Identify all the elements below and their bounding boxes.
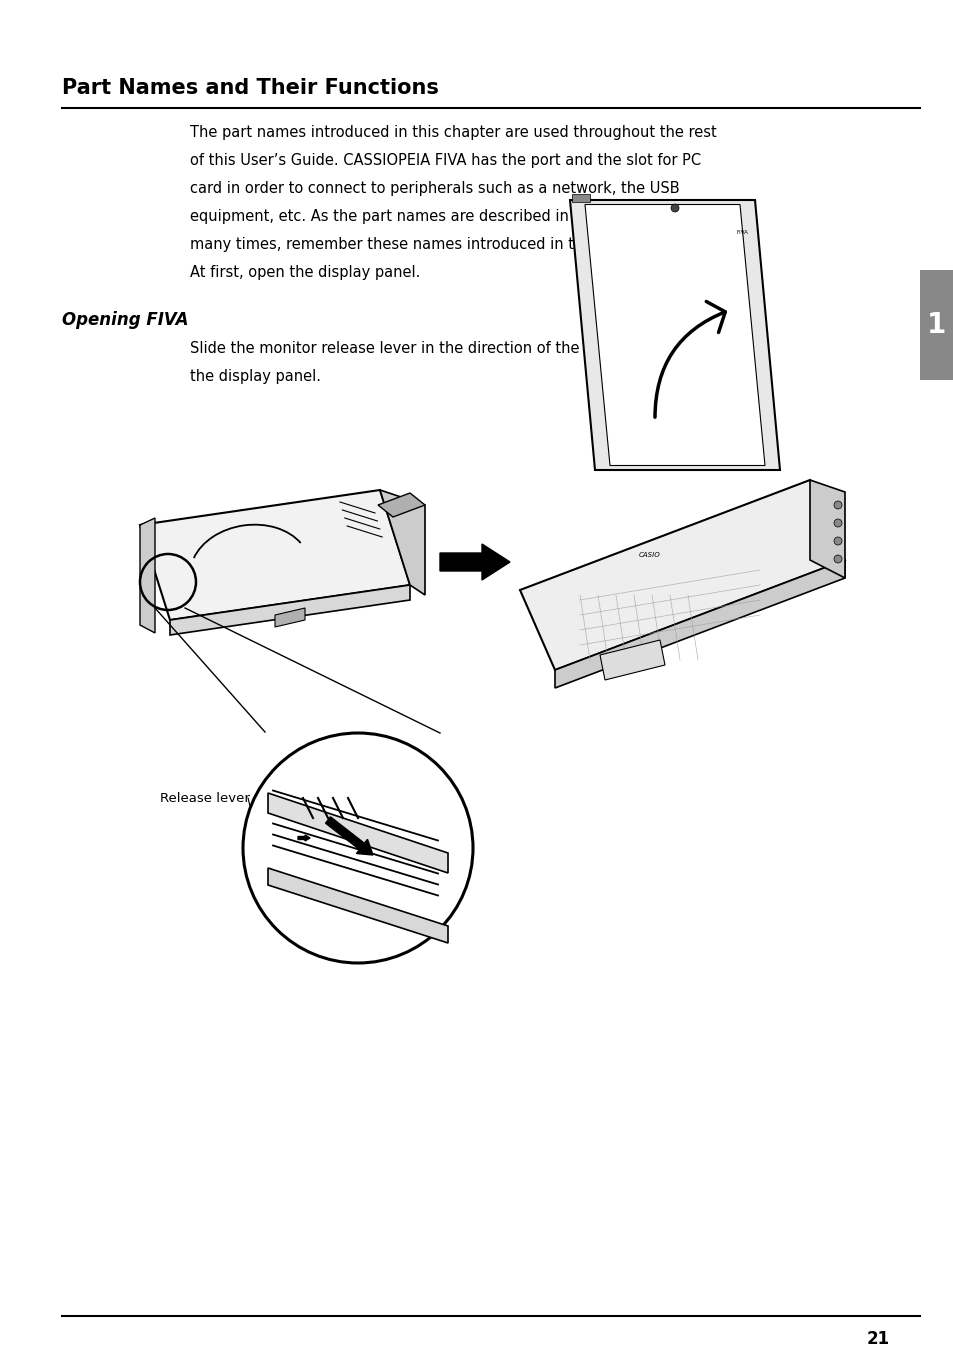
Polygon shape [555, 560, 844, 688]
Polygon shape [584, 204, 764, 465]
FancyArrow shape [325, 817, 373, 854]
Text: Opening FIVA: Opening FIVA [62, 311, 189, 329]
Text: Part Names and Their Functions: Part Names and Their Functions [62, 78, 438, 97]
Polygon shape [140, 489, 410, 621]
Circle shape [833, 502, 841, 508]
Text: 21: 21 [866, 1330, 889, 1348]
Polygon shape [519, 480, 844, 671]
Polygon shape [268, 794, 448, 873]
Polygon shape [599, 639, 664, 680]
FancyArrow shape [439, 544, 510, 580]
Text: At first, open the display panel.: At first, open the display panel. [190, 265, 420, 280]
Polygon shape [377, 493, 424, 516]
Text: The part names introduced in this chapter are used throughout the rest: The part names introduced in this chapte… [190, 124, 716, 141]
Circle shape [833, 556, 841, 562]
Text: many times, remember these names introduced in this chapter.: many times, remember these names introdu… [190, 237, 659, 251]
Circle shape [670, 204, 679, 212]
Text: FIVA: FIVA [736, 230, 747, 235]
Text: the display panel.: the display panel. [190, 369, 320, 384]
Polygon shape [170, 585, 410, 635]
FancyArrow shape [297, 836, 310, 841]
Polygon shape [268, 868, 448, 942]
Text: card in order to connect to peripherals such as a network, the USB: card in order to connect to peripherals … [190, 181, 679, 196]
Text: of this User’s Guide. CASSIOPEIA FIVA has the port and the slot for PC: of this User’s Guide. CASSIOPEIA FIVA ha… [190, 153, 700, 168]
Polygon shape [379, 489, 424, 595]
Text: Slide the monitor release lever in the direction of the arrow and open: Slide the monitor release lever in the d… [190, 341, 699, 356]
Circle shape [833, 519, 841, 527]
FancyArrowPatch shape [655, 301, 724, 418]
Text: CASIO: CASIO [639, 552, 660, 558]
Polygon shape [569, 200, 780, 470]
Bar [919, 270, 953, 380]
Text: 1: 1 [926, 311, 945, 339]
Polygon shape [274, 608, 305, 627]
Polygon shape [140, 518, 154, 633]
Circle shape [243, 733, 473, 963]
Bar [572, 193, 589, 201]
Text: Release lever: Release lever [160, 792, 250, 804]
Text: equipment, etc. As the part names are described in this User’s Guide: equipment, etc. As the part names are de… [190, 210, 698, 224]
Circle shape [833, 537, 841, 545]
Polygon shape [809, 480, 844, 579]
